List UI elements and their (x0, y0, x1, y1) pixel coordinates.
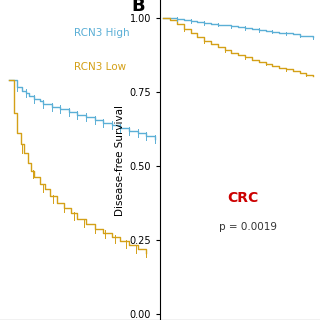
Text: CRC: CRC (228, 191, 259, 205)
Text: RCN3 High: RCN3 High (74, 28, 130, 38)
Text: B: B (131, 0, 145, 15)
Text: p = 0.0019: p = 0.0019 (219, 222, 277, 232)
Text: RCN3 Low: RCN3 Low (74, 62, 126, 72)
Y-axis label: Disease-free Survival: Disease-free Survival (115, 105, 125, 215)
